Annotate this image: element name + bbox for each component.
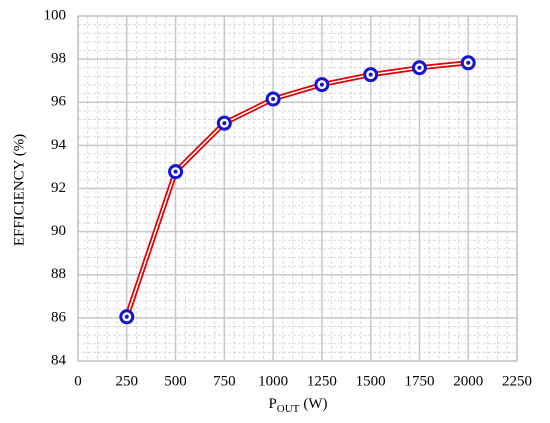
y-tick-label: 100 [44, 7, 67, 23]
y-tick-label: 90 [51, 223, 66, 239]
x-tick-label: 0 [74, 373, 82, 389]
x-tick-label: 2000 [453, 373, 483, 389]
data-point-center [319, 82, 324, 87]
series-line [124, 60, 469, 318]
x-tick-label: 1000 [258, 373, 288, 389]
x-tick-label: 1500 [356, 373, 386, 389]
x-label-main: P [268, 396, 276, 412]
data-point-center [466, 60, 471, 65]
y-tick-label: 88 [51, 266, 66, 282]
data-point-center [173, 169, 178, 174]
y-tick-label: 84 [51, 352, 67, 368]
data-point-center [124, 314, 129, 319]
data-point-center [368, 72, 373, 77]
x-tick-label: 250 [116, 373, 139, 389]
y-axis-label: EFFICIENCY (%) [11, 134, 27, 246]
x-axis-label: POUT (W) [268, 396, 327, 414]
x-tick-label: 1250 [307, 373, 337, 389]
plot-border [77, 15, 518, 362]
data-point-center [222, 121, 227, 126]
y-tick-label: 92 [51, 180, 66, 196]
x-tick-label: 2250 [502, 373, 532, 389]
x-tick-label: 750 [213, 373, 236, 389]
x-label-sub: OUT [277, 403, 300, 415]
data-point-center [271, 97, 276, 102]
x-tick-label: 500 [164, 373, 187, 389]
data-point-center [417, 65, 422, 70]
x-tick-label: 1750 [404, 373, 434, 389]
series-line-core [126, 62, 469, 318]
y-tick-label: 94 [51, 137, 67, 153]
y-tick-label: 96 [51, 94, 67, 110]
y-tick-label: 86 [51, 309, 67, 325]
x-label-unit: (W) [303, 396, 327, 412]
y-tick-label: 98 [51, 51, 66, 67]
